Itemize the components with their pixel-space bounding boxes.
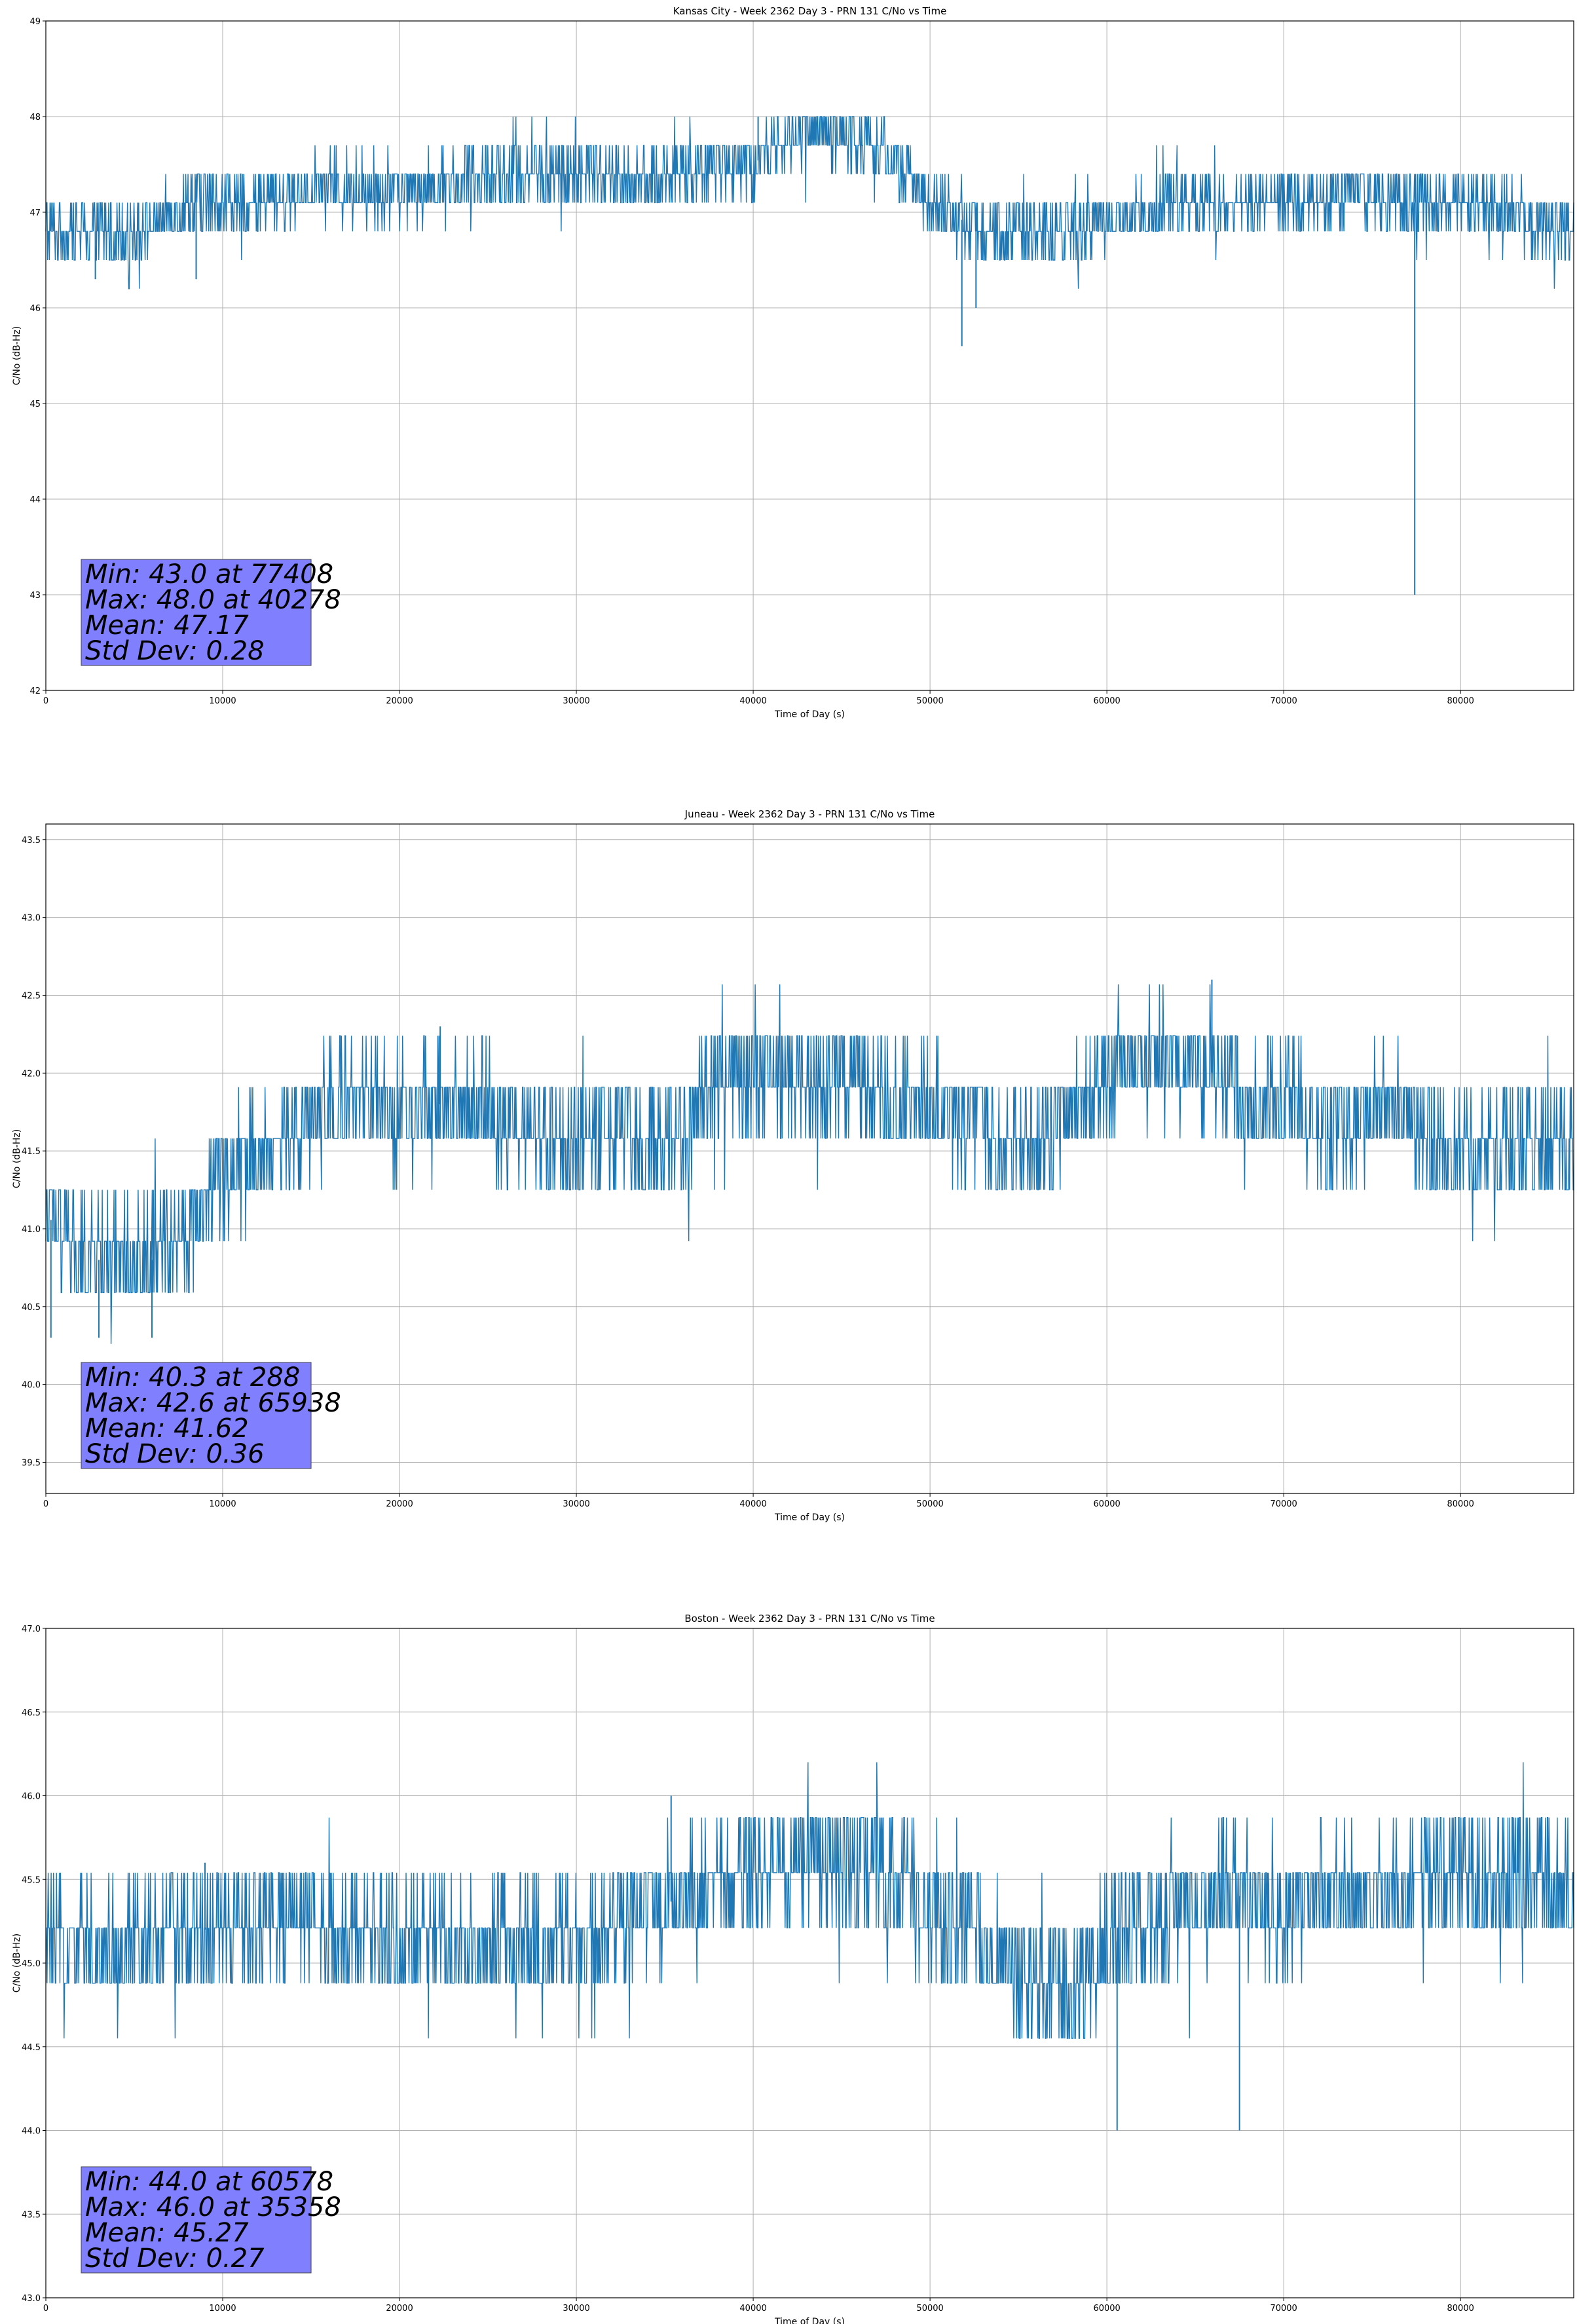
stats-line: Mean: 41.62: [85, 1414, 249, 1444]
x-tick-label: 0: [43, 2304, 48, 2314]
x-tick-label: 70000: [1270, 2304, 1297, 2314]
axes-frame: [45, 20, 1574, 691]
stats-line: Mean: 45.27: [85, 2218, 249, 2248]
x-tick-label: 20000: [386, 696, 413, 706]
x-tick-label: 30000: [563, 2304, 589, 2314]
chart-title: Kansas City - Week 2362 Day 3 - PRN 131 …: [673, 5, 947, 17]
x-tick-label: 10000: [209, 696, 236, 706]
chart-panel-2: 0 10000 20000 30000 40000 50000 60000 70000 8000…: [12, 808, 1574, 1523]
y-axis-label: C/No (dB-Hz): [12, 1129, 22, 1188]
x-tick-label: 50000: [916, 696, 943, 706]
stats-line: Min: 43.0 at 77408: [85, 559, 333, 590]
x-axis-label: Time of Day (s): [774, 2317, 845, 2324]
y-axis-label: C/No (dB-Hz): [12, 326, 22, 385]
y-tick-label: 41.0: [22, 1225, 41, 1235]
stats-line: Min: 40.3 at 288: [85, 1362, 300, 1393]
y-tick-label: 43: [29, 591, 41, 601]
x-tick-label: 80000: [1447, 696, 1474, 706]
x-tick-label: 30000: [563, 1499, 589, 1509]
x-tick-label: 20000: [386, 2304, 413, 2314]
x-tick-label: 30000: [563, 696, 589, 706]
x-tick-label: 60000: [1093, 696, 1120, 706]
stats-line: Min: 44.0 at 60578: [85, 2167, 333, 2197]
stats-line: Std Dev: 0.28: [85, 636, 265, 666]
y-tick-label: 44.5: [22, 2043, 41, 2053]
y-tick-label: 45.5: [22, 1875, 41, 1885]
y-tick-label: 39.5: [22, 1458, 41, 1468]
stats-line: Max: 42.6 at 65938: [85, 1388, 341, 1418]
y-tick-label: 43.0: [22, 914, 41, 924]
chart-panel-1: 0 10000 20000 30000 40000 50000 60000 70000 8000…: [12, 5, 1574, 720]
y-tick-label: 45: [29, 400, 41, 409]
data-trace: [46, 1762, 1574, 2039]
y-tick-label: 49: [29, 17, 41, 27]
y-tick-label: 41.5: [22, 1147, 41, 1157]
stats-line: Std Dev: 0.36: [85, 1439, 265, 1469]
x-tick-label: 40000: [739, 1499, 766, 1509]
y-tick-label: 42.0: [22, 1069, 41, 1079]
axes-frame: [45, 823, 1574, 1494]
y-tick-label: 40.5: [22, 1303, 41, 1313]
stats-box: [81, 1362, 312, 1469]
y-tick-label: 43.5: [22, 836, 41, 846]
data-trace: [45, 116, 1574, 290]
x-tick-label: 70000: [1270, 1499, 1297, 1509]
x-tick-label: 10000: [209, 1499, 236, 1509]
stats-box: [81, 559, 312, 666]
x-tick-label: 0: [43, 1499, 48, 1509]
x-axis-label: Time of Day (s): [774, 1512, 845, 1523]
x-axis-label: Time of Day (s): [774, 709, 845, 720]
chart-title: Boston - Week 2362 Day 3 - PRN 131 C/No …: [684, 1613, 935, 1624]
stats-box: [81, 2166, 312, 2274]
y-tick-label: 46: [29, 304, 41, 314]
y-tick-label: 47.0: [22, 1624, 41, 1634]
x-tick-label: 0: [43, 696, 48, 706]
x-tick-label: 60000: [1093, 1499, 1120, 1509]
y-tick-label: 43.0: [22, 2294, 41, 2304]
x-tick-label: 10000: [209, 2304, 236, 2314]
x-tick-label: 80000: [1447, 1499, 1474, 1509]
y-tick-label: 44: [29, 495, 41, 505]
y-tick-label: 44.0: [22, 2127, 41, 2137]
stats-line: Max: 46.0 at 35358: [85, 2192, 341, 2222]
x-tick-label: 70000: [1270, 696, 1297, 706]
data-trace: [45, 984, 1574, 1344]
x-tick-label: 80000: [1447, 2304, 1474, 2314]
x-tick-label: 50000: [916, 2304, 943, 2314]
stats-line: Max: 48.0 at 40278: [85, 585, 341, 615]
x-tick-label: 40000: [739, 2304, 766, 2314]
chart-panel-3: 0 10000 20000 30000 40000 50000 60000 70000 8000…: [12, 1613, 1574, 2324]
chart-title: Juneau - Week 2362 Day 3 - PRN 131 C/No …: [684, 808, 935, 820]
stats-line: Std Dev: 0.27: [85, 2243, 265, 2274]
y-tick-label: 46.0: [22, 1792, 41, 1802]
stats-line: Mean: 47.17: [85, 610, 249, 641]
x-tick-label: 60000: [1093, 2304, 1120, 2314]
x-tick-label: 50000: [916, 1499, 943, 1509]
x-tick-label: 20000: [386, 1499, 413, 1509]
y-tick-label: 43.5: [22, 2210, 41, 2220]
y-tick-label: 40.0: [22, 1381, 41, 1391]
y-tick-label: 45.0: [22, 1959, 41, 1969]
y-tick-label: 42: [29, 686, 41, 696]
x-tick-label: 40000: [739, 696, 766, 706]
y-tick-label: 42.5: [22, 991, 41, 1001]
y-tick-label: 48: [29, 113, 41, 122]
y-tick-label: 47: [29, 208, 41, 218]
y-axis-label: C/No (dB-Hz): [12, 1934, 22, 1993]
y-tick-label: 46.5: [22, 1708, 41, 1718]
